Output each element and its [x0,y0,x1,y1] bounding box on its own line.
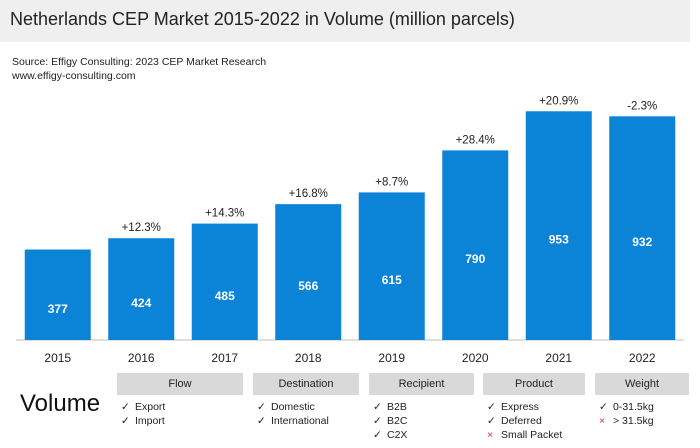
segment-item-label: Import [135,415,165,427]
segment-item-label: > 31.5kg [613,415,654,427]
data-label: 953 [549,233,569,247]
data-label: 566 [298,279,318,293]
x-tick-label: 2017 [211,351,238,365]
segment-header-recipient: Recipient [369,373,474,395]
segment-item: ✓ B2B [373,401,407,413]
checkmark-icon: ✓ [373,415,382,427]
segment-item: ✓ Domestic [257,401,315,413]
growth-label: +8.7% [375,176,408,188]
segment-header-product: Product [483,373,585,395]
segment-item-label: C2X [387,429,408,441]
segment-item-label: International [271,415,329,427]
chart-title: Netherlands CEP Market 2015-2022 in Volu… [10,9,515,29]
segment-item: × > 31.5kg [599,415,654,427]
checkmark-icon: ✓ [487,415,496,427]
x-tick-label: 2016 [128,351,155,365]
segment-item: × Small Packet [487,429,562,441]
segment-item: ✓ B2C [373,415,407,427]
source-url: www.effigy-consulting.com [12,70,136,82]
growth-label: +14.3% [205,208,244,220]
checkmark-icon: ✓ [257,415,266,427]
checkmark-icon: ✓ [373,429,382,441]
bar [609,116,676,340]
segment-item: ✓ Import [121,415,165,427]
volume-label: Volume [20,390,101,417]
segment-item-label: Domestic [271,401,315,413]
data-label: 790 [465,252,485,266]
growth-label: +20.9% [539,95,578,107]
bar [275,204,342,340]
segment-item-label: 0-31.5kg [613,401,654,413]
title-bar: Netherlands CEP Market 2015-2022 in Volu… [0,0,690,42]
growth-label: +28.4% [456,134,495,146]
data-label: 377 [48,302,68,316]
x-tick-label: 2020 [462,351,489,365]
x-tick-label: 2021 [545,351,572,365]
segment-item-label: B2C [387,415,408,427]
data-label: 932 [632,235,652,249]
checkmark-icon: ✓ [487,401,496,413]
checkmark-icon: ✓ [121,401,130,413]
segment-header-destination: Destination [253,373,359,395]
bar [191,223,258,340]
data-label: 485 [215,289,235,303]
checkmark-icon: ✓ [257,401,266,413]
x-tick-label: 2015 [44,351,71,365]
segment-item: ✓ Express [487,401,539,413]
checkmark-icon: ✓ [599,401,608,413]
checkmark-icon: ✓ [121,415,130,427]
bar [442,150,509,340]
segment-item-label: Small Packet [501,429,563,441]
segment-item: ✓ Export [121,401,165,413]
checkmark-icon: ✓ [373,401,382,413]
bar [525,111,592,340]
cross-icon: × [599,415,606,427]
segment-item: ✓ C2X [373,429,407,441]
bar [358,192,425,340]
source-text: Source: Effigy Consulting: 2023 CEP Mark… [12,56,267,68]
growth-label: +12.3% [122,222,161,234]
segment-item: ✓ International [257,415,329,427]
segment-item-label: Export [135,401,166,413]
segment-header-flow: Flow [117,373,243,395]
x-tick-label: 2018 [295,351,322,365]
bar [108,238,175,340]
segment-item-label: B2B [387,401,407,413]
data-label: 424 [131,296,151,310]
segment-item: ✓ Deferred [487,415,542,427]
x-tick-label: 2019 [378,351,405,365]
segment-header-weight: Weight [595,373,689,395]
data-label: 615 [382,273,402,287]
cross-icon: × [487,429,494,441]
segment-item: ✓ 0-31.5kg [599,401,654,413]
segment-item-label: Express [501,401,539,413]
growth-label: +16.8% [289,188,328,200]
x-tick-label: 2022 [629,351,656,365]
segment-item-label: Deferred [501,415,542,427]
bar [24,249,91,340]
growth-label: -2.3% [627,100,657,112]
